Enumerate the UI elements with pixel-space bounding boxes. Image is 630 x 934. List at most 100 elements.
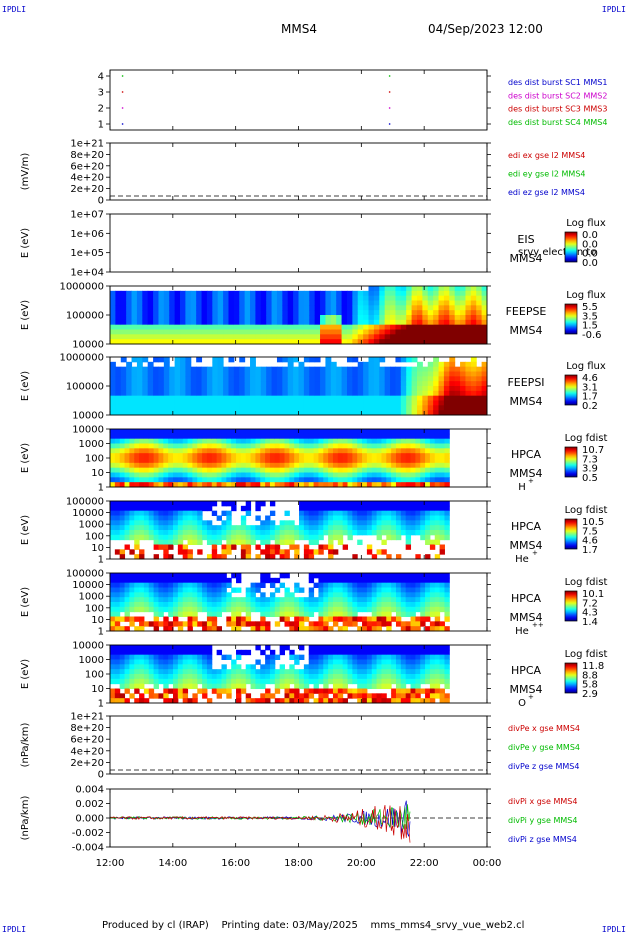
burst-marker	[388, 75, 391, 77]
panel-hpca-h: 10000 1000 100 10 1 E (eV) HPCA MMS4 H+ Log fdist…	[20, 425, 607, 494]
spacecraft-label: MMS4	[510, 467, 543, 480]
colorbar-tick-label: 4.6	[582, 373, 598, 384]
legend-entry: divPe x gse MMS4	[508, 724, 580, 733]
ytick-label: 1000000	[59, 282, 104, 293]
colorbar-tick-label: 0.2	[582, 401, 598, 412]
panel-frame	[109, 715, 488, 775]
species-label: H	[518, 482, 526, 493]
burst-marker	[388, 107, 391, 109]
burst-marker	[121, 91, 124, 93]
ytick-label: 2e+20	[70, 184, 104, 195]
y-axis-label: E (eV)	[20, 371, 31, 401]
ytick-label: 1e+04	[70, 268, 104, 279]
xtick-label: 16:00	[221, 858, 250, 869]
y-axis-label: (nPa/km)	[20, 796, 31, 841]
ytick-label: 1000	[79, 520, 104, 531]
ytick-label: 10000	[72, 641, 104, 652]
charge-label: +	[528, 477, 534, 485]
y-axis-label: E (eV)	[20, 515, 31, 545]
ytick-label: -0.004	[72, 843, 104, 854]
instrument-label: EIS	[517, 233, 534, 246]
corner-mark-bottom-left: IPDLI	[2, 925, 27, 934]
burst-marker	[388, 91, 391, 93]
instrument-label: HPCA	[511, 592, 542, 605]
burst-marker	[388, 123, 391, 125]
charge-label: +	[532, 549, 538, 557]
colorbar-title: Log fdist	[565, 433, 608, 444]
instrument-label: HPCA	[511, 664, 542, 677]
colorbar-tick-label: 3.9	[582, 464, 598, 475]
ytick-label: 3	[98, 88, 104, 99]
colorbar-title: Log flux	[566, 361, 606, 372]
ytick-label: 1	[98, 120, 104, 131]
ytick-label: 100000	[66, 382, 104, 393]
ytick-label: 10	[91, 684, 104, 695]
instrument-label: HPCA	[511, 448, 542, 461]
ytick-label: 1000000	[59, 353, 104, 364]
colorbar-tick-label: 1.7	[582, 392, 598, 403]
colorbar-tick-label: 10.5	[582, 517, 604, 528]
ytick-label: 1e+06	[70, 229, 104, 240]
colorbar-tick-label: 1.7	[582, 545, 598, 556]
species-label: O	[518, 698, 526, 709]
colorbar-tick-label: 2.9	[582, 689, 598, 700]
ytick-label: 10000	[72, 340, 104, 351]
ytick-label: 1e+05	[70, 248, 104, 259]
colorbar-tick-label: 1.4	[582, 617, 598, 628]
colorbar-tick-label: 1.5	[582, 321, 598, 332]
spacecraft-label: MMS4	[510, 539, 543, 552]
ytick-label: 2e+20	[70, 758, 104, 769]
ytick-label: 10000	[72, 508, 104, 519]
colorbar-title: Log fdist	[565, 649, 608, 660]
charge-label: +	[528, 693, 534, 701]
heatmap-hpca-he2	[110, 573, 450, 632]
ytick-label: 100	[85, 670, 104, 681]
colorbar-title: Log fdist	[565, 577, 608, 588]
panel-feeps-e: 1000000 100000 10000 E (eV) FEEPSE MMS4 Log fl…	[20, 282, 606, 351]
y-axis-label: E (eV)	[20, 300, 31, 330]
spacecraft-label: MMS4	[510, 611, 543, 624]
ytick-label: 1000	[79, 592, 104, 603]
legend-entry: edi ey gse l2 MMS4	[508, 170, 586, 179]
spacecraft-label: MMS4	[510, 395, 543, 408]
legend-entry: des dist burst SC3 MMS3	[508, 105, 607, 114]
ytick-label: 0	[98, 770, 104, 781]
ytick-label: 1	[98, 699, 104, 710]
colorbar	[564, 446, 578, 478]
panel-frame	[109, 213, 488, 273]
ytick-label: 100	[85, 603, 104, 614]
ytick-label: 1	[98, 555, 104, 566]
ytick-label: 4e+20	[70, 746, 104, 757]
legend-entry: des dist burst SC1 MMS1	[508, 78, 607, 87]
colorbar-tick-label: 0.0	[582, 230, 598, 241]
colorbar-tick-label: 4.3	[582, 608, 598, 619]
corner-mark-bottom-right: IPDLI	[601, 925, 626, 934]
ytick-label: 100	[85, 531, 104, 542]
spacecraft-label: MMS4	[510, 683, 543, 696]
legend-entry: des dist burst SC2 MMS2	[508, 91, 607, 100]
overlay-label: srvy electron to	[518, 247, 596, 258]
legend-entry: divPi z gse MMS4	[508, 835, 577, 844]
colorbar-tick-label: -0.6	[582, 330, 602, 341]
legend-entry: des dist burst SC4 MMS4	[508, 118, 607, 127]
legend-entry: edi ez gse l2 MMS4	[508, 188, 585, 197]
ytick-label: 10000	[72, 411, 104, 422]
colorbar-tick-label: 8.8	[582, 670, 598, 681]
ytick-label: -0.002	[72, 828, 104, 839]
ytick-label: 100000	[66, 569, 104, 580]
spacecraft-title: MMS4	[281, 22, 317, 36]
colorbar-tick-label: 7.2	[582, 598, 598, 609]
series-line	[109, 805, 411, 843]
ytick-label: 1e+21	[70, 139, 104, 150]
colorbar-tick-label: 7.5	[582, 526, 598, 537]
ytick-label: 10	[91, 543, 104, 554]
ytick-label: 8e+20	[70, 150, 104, 161]
burst-marker	[121, 123, 124, 125]
colorbar	[564, 662, 578, 694]
ytick-label: 1	[98, 627, 104, 638]
colorbar	[564, 374, 578, 406]
ytick-label: 0.002	[75, 799, 104, 810]
y-axis-label: E (eV)	[20, 443, 31, 473]
